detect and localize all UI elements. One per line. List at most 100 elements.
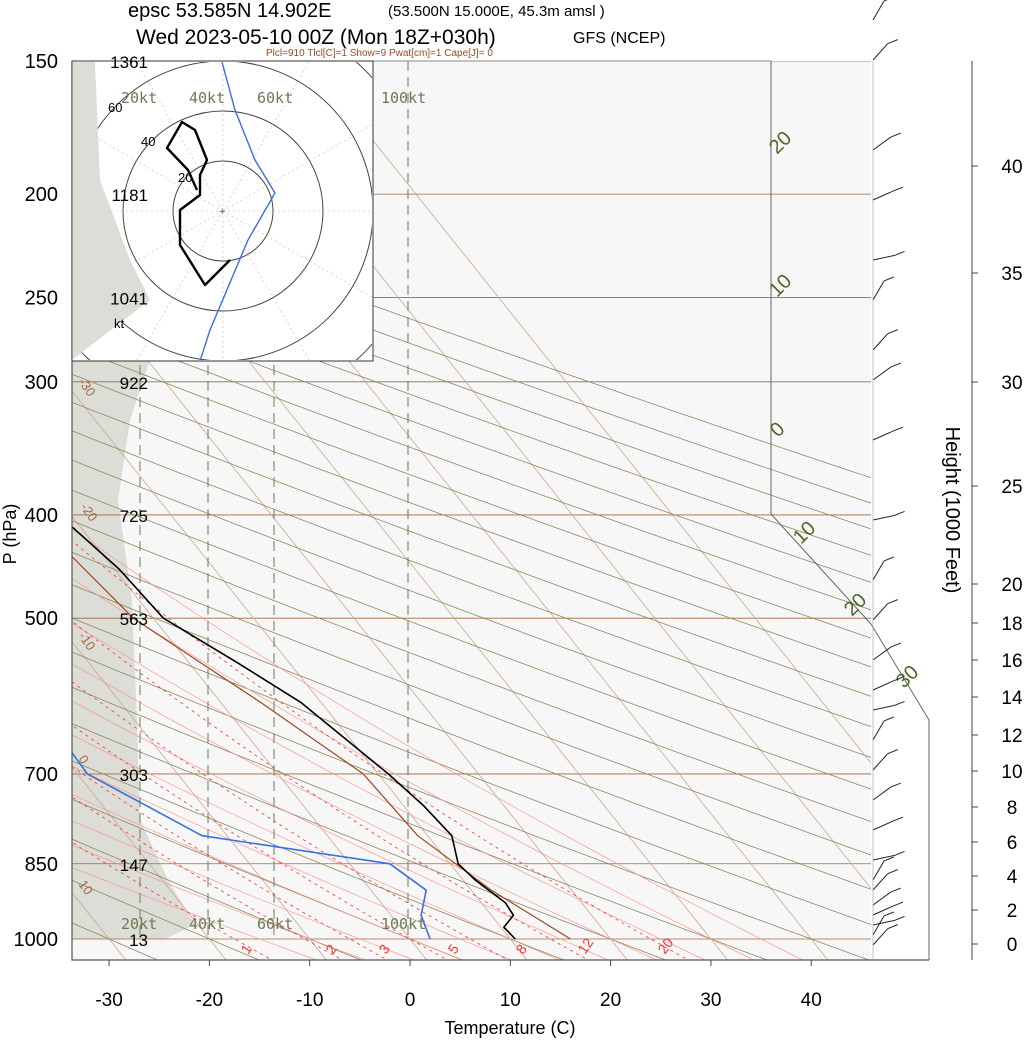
dry-adiabat-line: [72, 319, 871, 611]
wind-barb-shaft: [872, 720, 885, 741]
isotherm-line: [72, 390, 528, 960]
wind-barb-shaft: [872, 254, 895, 261]
isotherm-line: [208, 61, 871, 889]
dry-adiabat-line: [72, 617, 871, 925]
pressure-tick-label: 300: [25, 372, 58, 394]
isotherm-line: [72, 641, 328, 960]
moist-adiabat-line: [72, 700, 609, 960]
title-station: epsc 53.585N 14.902E: [128, 0, 332, 22]
wind-barb-shaft: [872, 136, 892, 151]
dry-adiabat-line: [72, 459, 871, 758]
geopotential-height-label: 303: [120, 766, 148, 785]
dry-adiabat-line: [72, 218, 871, 504]
wind-barb-flag: [890, 642, 901, 648]
x-axis-title: Temperature (C): [444, 1018, 575, 1038]
wind-barb-flag: [894, 850, 905, 856]
wind-barb-flag: [894, 915, 905, 921]
dry-adiabat-line: [72, 798, 464, 960]
wind-barb-shaft: [872, 704, 895, 711]
height-tick-label: 30: [1001, 373, 1022, 394]
dewpoint-profile: [72, 751, 431, 940]
wind-barb-flag: [883, 716, 895, 722]
title-grid-point: (53.500N 15.000E, 45.3m amsl ): [388, 3, 605, 20]
wind-barb-flag: [894, 510, 905, 516]
pressure-tick-label: 850: [25, 854, 58, 876]
moist-adiabat-line: [72, 528, 804, 960]
wind-barb-shaft: [872, 919, 895, 926]
x-tick-label: 40: [801, 990, 822, 1011]
dry-adiabat-line: [72, 430, 871, 728]
wind-barb-shaft: [872, 891, 892, 906]
geopotential-height-label: 13: [129, 931, 148, 950]
mixing-ratio-line: [72, 620, 589, 960]
wind-speed-label-top: 60kt: [257, 89, 293, 107]
height-tick-label: 16: [1001, 651, 1022, 672]
height-tick-label: 10: [1001, 762, 1022, 783]
wind-barb-flag: [892, 676, 904, 682]
pressure-tick-label: 500: [25, 608, 58, 630]
dry-adiabat-line: [72, 194, 871, 479]
wind-barb-flag: [890, 887, 901, 893]
hodograph-center: +: [219, 206, 225, 218]
hodograph-dewpoint-line: [199, 62, 276, 360]
hodograph-spoke: [222, 124, 372, 212]
wind-speed-label-bottom: 100kt: [381, 915, 426, 933]
wind-barb-flag: [890, 782, 901, 788]
wind-barb-shaft: [872, 43, 889, 61]
dry-adiabat-line: [72, 551, 871, 856]
dry-adiabat-line: [72, 723, 667, 960]
wind-barb-flag: [892, 186, 904, 192]
wind-barb-flag: [887, 749, 898, 755]
wind-speed-label-bottom: 20kt: [121, 915, 157, 933]
dry-adiabat-line: [72, 760, 566, 960]
dry-adiabat-line: [72, 267, 871, 556]
wind-barb-shaft: [872, 514, 895, 521]
wind-barb-shaft: [872, 915, 885, 936]
height-axis-title: Height (1000 Feet): [941, 427, 963, 594]
isotherm-line: [0, 29, 27, 962]
moist-adiabat-line: [72, 820, 415, 960]
isotherm-label-left: 10: [76, 877, 97, 897]
x-tick-label: 30: [700, 990, 721, 1011]
mixing-ratio-line: [72, 766, 389, 960]
hodograph-ring-label: 40: [141, 134, 155, 149]
hodograph-trace: [165, 120, 231, 287]
hodograph-spoke: [222, 210, 310, 360]
wind-barb-flag: [883, 276, 895, 282]
wind-barb-flag: [883, 0, 888, 2]
geopotential-height-label: 1041: [110, 289, 148, 308]
isotherm-line: [72, 139, 729, 960]
wind-speed-label-top: 40kt: [189, 89, 225, 107]
wind-barb-shaft: [872, 786, 892, 801]
height-tick-label: 8: [1007, 798, 1018, 819]
x-tick-label: -10: [296, 990, 323, 1011]
wind-barb-flag: [887, 39, 898, 45]
wind-barb-shaft: [872, 854, 895, 861]
wind-speed-label-bottom: 60kt: [257, 915, 293, 933]
wind-barb-shaft: [872, 333, 889, 351]
height-tick-label: 6: [1007, 833, 1018, 854]
wind-barb-shaft: [872, 873, 889, 891]
pressure-tick-label: 200: [25, 184, 58, 206]
height-tick-label: 4: [1007, 867, 1018, 888]
isotherm-line: [308, 61, 871, 764]
wind-barb-flag: [887, 869, 898, 875]
wind-barb-flag: [892, 426, 904, 432]
moist-adiabat-line: [72, 794, 464, 960]
wind-barb-flag: [883, 856, 895, 862]
wind-barb-shaft: [872, 680, 894, 691]
wind-barb-flag: [890, 362, 901, 368]
height-tick-label: 0: [1007, 935, 1018, 956]
wind-barb-shaft: [872, 280, 885, 301]
height-tick-label: 12: [1001, 726, 1022, 747]
wind-barb-shaft: [872, 366, 892, 381]
dry-adiabat-line: [72, 489, 871, 790]
mixing-ratio-line: [72, 724, 449, 960]
dry-adiabat-line: [72, 879, 261, 960]
x-tick-label: 10: [500, 990, 521, 1011]
title-model: GFS (NCEP): [573, 30, 665, 47]
